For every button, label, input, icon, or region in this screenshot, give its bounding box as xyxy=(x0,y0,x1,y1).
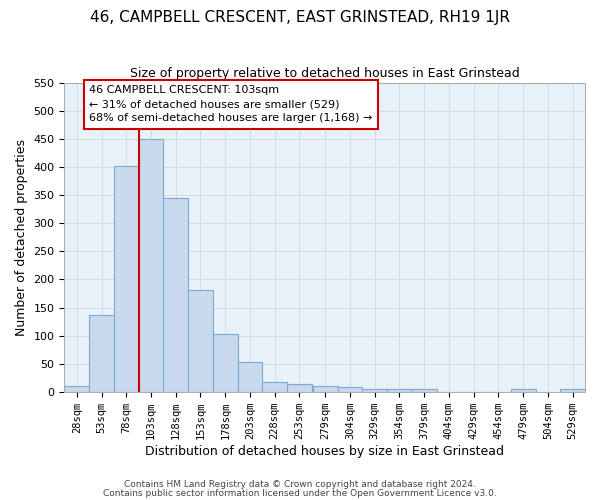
Bar xyxy=(163,198,188,392)
Bar xyxy=(188,290,213,392)
Text: 46, CAMPBELL CRESCENT, EAST GRINSTEAD, RH19 1JR: 46, CAMPBELL CRESCENT, EAST GRINSTEAD, R… xyxy=(90,10,510,25)
Bar xyxy=(560,389,585,392)
X-axis label: Distribution of detached houses by size in East Grinstead: Distribution of detached houses by size … xyxy=(145,444,504,458)
Bar xyxy=(139,139,163,392)
Bar xyxy=(89,315,114,392)
Bar xyxy=(287,384,312,392)
Title: Size of property relative to detached houses in East Grinstead: Size of property relative to detached ho… xyxy=(130,68,520,80)
Y-axis label: Number of detached properties: Number of detached properties xyxy=(15,139,28,336)
Text: Contains public sector information licensed under the Open Government Licence v3: Contains public sector information licen… xyxy=(103,488,497,498)
Bar xyxy=(64,386,89,392)
Text: Contains HM Land Registry data © Crown copyright and database right 2024.: Contains HM Land Registry data © Crown c… xyxy=(124,480,476,489)
Bar xyxy=(412,390,437,392)
Text: 46 CAMPBELL CRESCENT: 103sqm
← 31% of detached houses are smaller (529)
68% of s: 46 CAMPBELL CRESCENT: 103sqm ← 31% of de… xyxy=(89,86,373,124)
Bar xyxy=(387,389,412,392)
Bar xyxy=(213,334,238,392)
Bar xyxy=(238,362,262,392)
Bar xyxy=(262,382,287,392)
Bar xyxy=(511,389,536,392)
Bar xyxy=(338,386,362,392)
Bar xyxy=(114,166,139,392)
Bar xyxy=(362,389,387,392)
Bar xyxy=(313,386,338,392)
